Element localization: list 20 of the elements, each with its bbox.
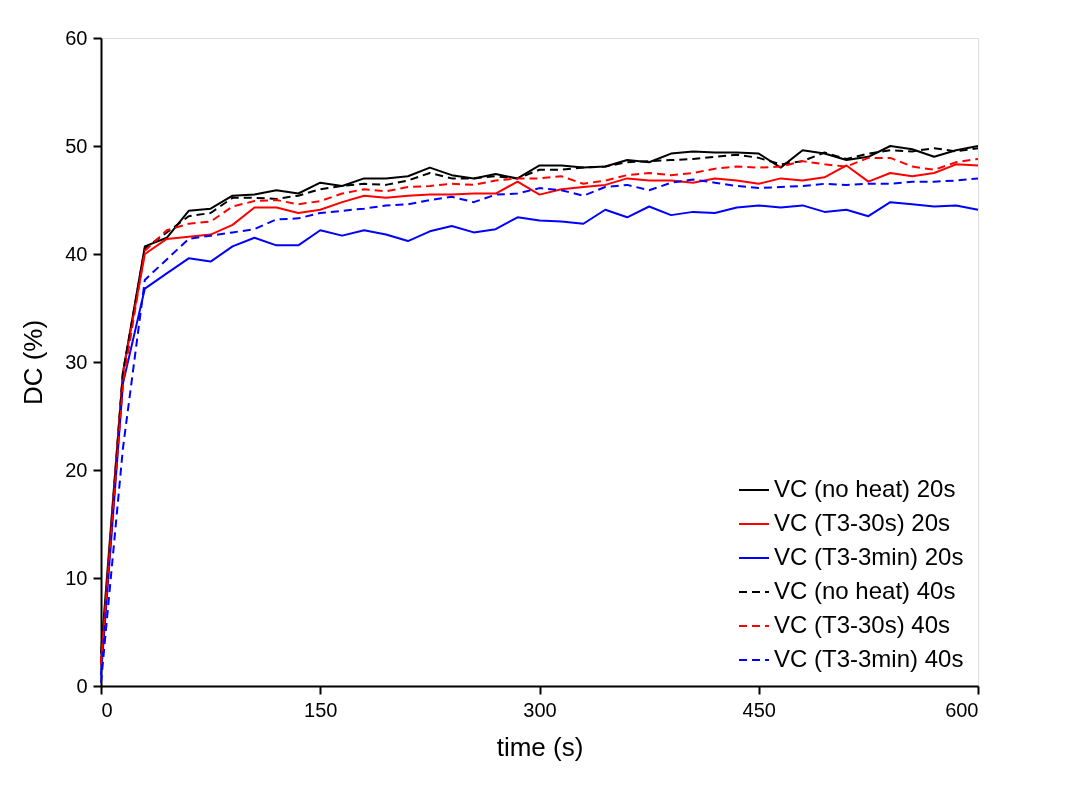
x-tick-label: 450 <box>742 698 776 721</box>
legend-label: VC (T3-30s) 40s <box>774 611 951 638</box>
x-tick-label: 600 <box>945 698 979 721</box>
y-tick-label: 10 <box>65 566 88 589</box>
y-tick-label: 40 <box>65 242 88 265</box>
y-tick-label: 20 <box>65 458 88 481</box>
x-axis-title: time (s) <box>496 731 584 762</box>
y-axis-title: DC (%) <box>18 319 49 406</box>
legend-label: VC (T3-3min) 40s <box>774 645 964 672</box>
y-tick-label: 50 <box>65 134 88 157</box>
legend-label: VC (no heat) 40s <box>774 577 956 604</box>
y-tick-label: 30 <box>65 350 88 373</box>
y-tick-label: 0 <box>76 674 88 697</box>
legend-label: VC (T3-30s) 20s <box>774 509 951 536</box>
legend-label: VC (no heat) 20s <box>774 475 956 502</box>
x-tick-label: 150 <box>304 698 338 721</box>
x-tick-label: 0 <box>101 698 113 721</box>
legend-label: VC (T3-3min) 20s <box>774 543 964 570</box>
y-tick-label: 60 <box>65 26 88 49</box>
x-tick-label: 300 <box>523 698 557 721</box>
